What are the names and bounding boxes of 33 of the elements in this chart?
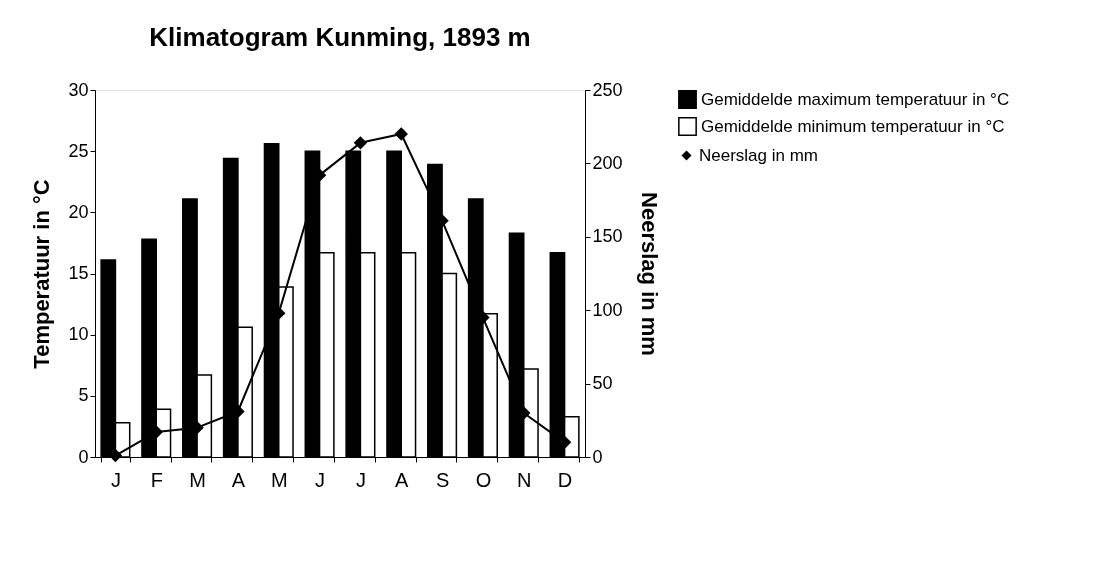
x-tick-label: M [189,468,206,491]
y2-axis-title: Neerslag in mm [636,192,662,356]
y2-tick-label: 250 [592,79,623,100]
y-tick-label: 15 [68,263,89,283]
x-tick-label: O [475,468,492,491]
y-tick-label: 5 [78,385,89,406]
x-tick-label: F [150,468,163,491]
x-tick-label: N [517,468,532,491]
x-tick-label: J [110,468,121,491]
y-tick-label: 20 [68,201,89,222]
x-tick-label: S [435,468,450,491]
point [394,127,408,141]
legend-label: Gemiddelde minimum temperatuur in °C [701,116,1005,136]
y-axis-title: Temperatuur in °C [29,179,55,369]
y2-tick-label: 50 [592,373,613,394]
chart-title: Klimatogram Kunming, 1893 m [149,22,531,52]
x-tick-label: J [315,468,326,491]
y2-tick-label: 200 [592,152,623,173]
x-tick-label: A [395,468,410,491]
y-tick-label: 0 [78,446,89,467]
legend-label: Neerslag in mm [699,145,819,165]
y2-tick-label: 0 [592,446,603,467]
y-tick-label: 30 [68,79,89,100]
y2-tick-label: 150 [592,226,623,247]
y-tick-label: 10 [68,324,89,345]
x-tick-label: A [231,468,246,491]
y-tick-label: 25 [68,140,89,161]
point [353,136,368,150]
x-tick-label: J [355,468,366,491]
x-tick-label: M [270,468,288,491]
x-tick-label: D [557,468,573,491]
legend-label: Gemiddelde maximum temperatuur in °C [701,89,1010,109]
y2-tick-label: 100 [592,299,623,320]
